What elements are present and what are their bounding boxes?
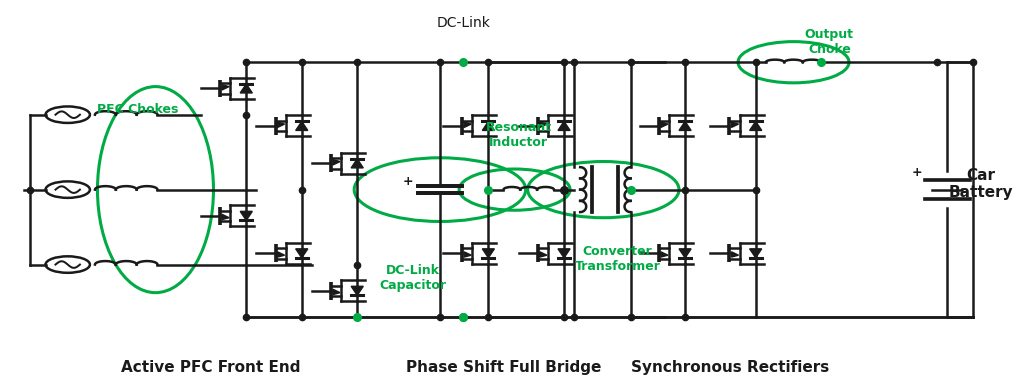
Polygon shape <box>278 252 285 257</box>
Text: Resonant
Inductor: Resonant Inductor <box>485 121 552 149</box>
Polygon shape <box>222 85 229 90</box>
Polygon shape <box>333 160 340 165</box>
Text: Active PFC Front End: Active PFC Front End <box>121 360 301 375</box>
Polygon shape <box>333 289 340 295</box>
Polygon shape <box>296 121 308 131</box>
Polygon shape <box>540 252 547 257</box>
Polygon shape <box>464 122 471 128</box>
Text: Output
Choke: Output Choke <box>805 28 854 56</box>
Polygon shape <box>660 122 668 128</box>
Polygon shape <box>464 252 471 257</box>
Polygon shape <box>750 121 762 131</box>
Polygon shape <box>679 121 691 131</box>
Polygon shape <box>731 252 738 257</box>
Text: +: + <box>911 166 923 179</box>
Polygon shape <box>296 249 308 258</box>
Polygon shape <box>222 214 229 219</box>
Text: PFC Chokes: PFC Chokes <box>97 103 178 116</box>
Text: Phase Shift Full Bridge: Phase Shift Full Bridge <box>406 360 601 375</box>
Polygon shape <box>482 249 495 258</box>
Polygon shape <box>278 122 285 128</box>
Polygon shape <box>482 121 495 131</box>
Polygon shape <box>731 122 738 128</box>
Polygon shape <box>241 84 252 93</box>
Polygon shape <box>750 249 762 258</box>
Text: Converter
Transformer: Converter Transformer <box>574 245 660 273</box>
Polygon shape <box>241 211 252 220</box>
Text: +: + <box>402 175 413 188</box>
Text: DC-Link: DC-Link <box>436 16 490 30</box>
Text: DC-Link
Capacitor: DC-Link Capacitor <box>379 264 446 292</box>
Polygon shape <box>558 121 570 131</box>
Text: Synchronous Rectifiers: Synchronous Rectifiers <box>632 360 829 375</box>
Polygon shape <box>558 249 570 258</box>
Polygon shape <box>351 159 364 168</box>
Polygon shape <box>540 122 547 128</box>
Polygon shape <box>351 286 364 295</box>
Polygon shape <box>660 252 668 257</box>
Polygon shape <box>679 249 691 258</box>
Text: Car
Battery: Car Battery <box>948 168 1013 200</box>
